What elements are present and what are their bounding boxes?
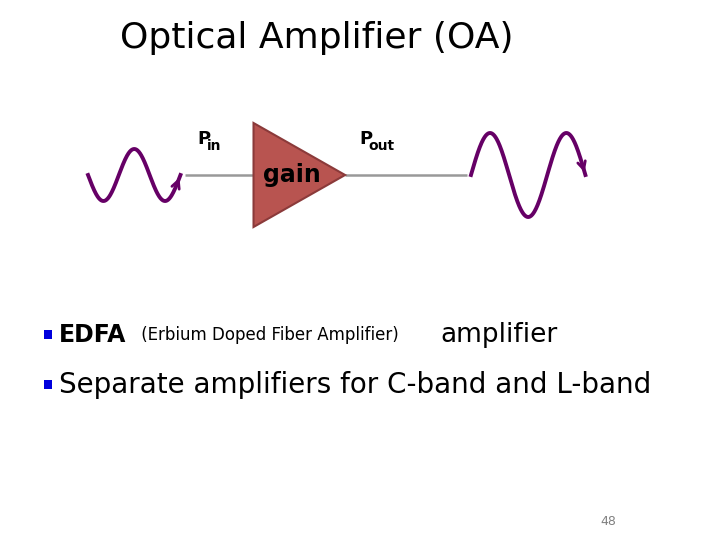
- Bar: [44, 380, 52, 389]
- Bar: [44, 330, 52, 339]
- Text: P: P: [359, 130, 372, 148]
- Text: 48: 48: [600, 515, 616, 528]
- Text: gain: gain: [264, 163, 321, 187]
- Text: EDFA: EDFA: [59, 323, 126, 347]
- Text: P: P: [197, 130, 210, 148]
- Text: amplifier: amplifier: [440, 322, 557, 348]
- Text: (Erbium Doped Fiber Amplifier): (Erbium Doped Fiber Amplifier): [135, 326, 403, 344]
- Text: out: out: [369, 139, 395, 153]
- Text: Optical Amplifier (OA): Optical Amplifier (OA): [120, 21, 513, 55]
- Text: in: in: [207, 139, 221, 153]
- Text: Separate amplifiers for C-band and L-band: Separate amplifiers for C-band and L-ban…: [59, 371, 651, 399]
- Polygon shape: [253, 123, 345, 227]
